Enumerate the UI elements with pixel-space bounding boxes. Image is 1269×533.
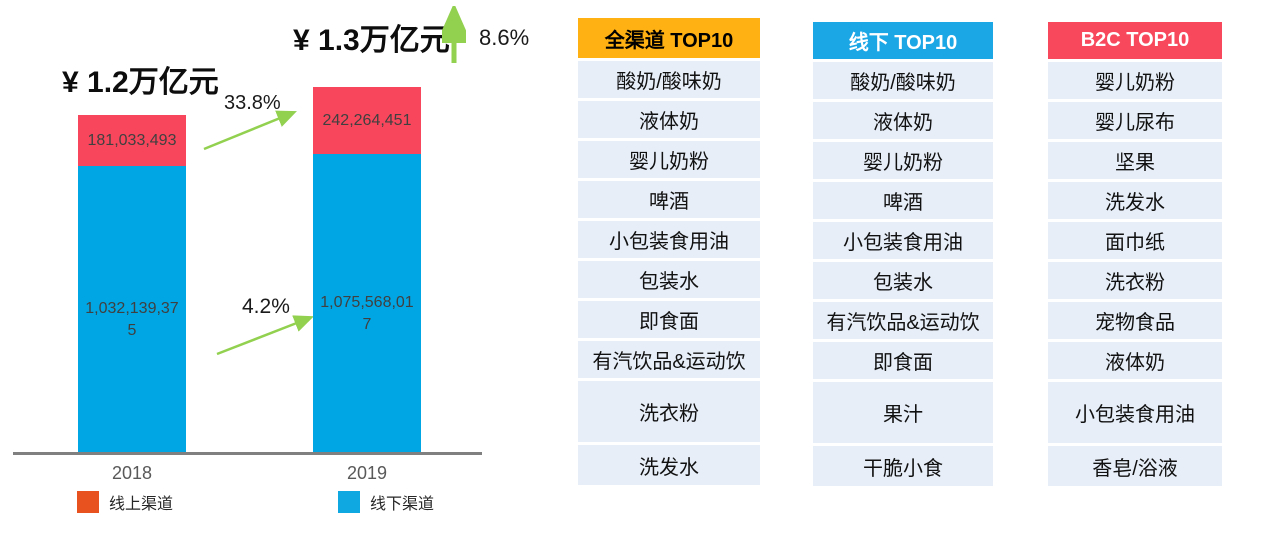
top10-header-b2c: B2C TOP10: [1048, 22, 1222, 59]
list-item: 洗发水: [1048, 182, 1222, 219]
top10-column-omni: 全渠道 TOP10 酸奶/酸味奶 液体奶 婴儿奶粉 啤酒 小包装食用油 包装水 …: [578, 18, 760, 485]
list-item: 婴儿奶粉: [1048, 62, 1222, 99]
list-item: 液体奶: [578, 101, 760, 138]
list-item: 有汽饮品&运动饮: [578, 341, 760, 378]
legend-item-online: 线上渠道: [77, 490, 173, 514]
list-item: 小包装食用油: [1048, 382, 1222, 443]
total-growth-label: 8.6%: [479, 25, 530, 50]
list-item: 香皂/浴液: [1048, 446, 1222, 486]
list-item: 即食面: [578, 301, 760, 338]
list-item: 小包装食用油: [578, 221, 760, 258]
list-item: 液体奶: [1048, 342, 1222, 379]
top10-column-b2c: B2C TOP10 婴儿奶粉 婴儿尿布 坚果 洗发水 面巾纸 洗衣粉 宠物食品 …: [1048, 18, 1222, 486]
list-item: 洗衣粉: [1048, 262, 1222, 299]
bar-value-2018-offline: 1,032,139,375: [85, 299, 179, 339]
top10-header-omni: 全渠道 TOP10: [578, 18, 760, 58]
bar-2018-offline-segment: 1,032,139,375: [78, 166, 186, 453]
list-item: 婴儿奶粉: [578, 141, 760, 178]
x-axis-line: [13, 452, 482, 455]
x-tick-2018: 2018: [111, 463, 153, 483]
bar-2019-offline-segment: 1,075,568,017: [313, 154, 421, 453]
legend-swatch-online-icon: [77, 491, 99, 513]
list-item: 果汁: [813, 382, 993, 443]
list-item: 液体奶: [813, 102, 993, 139]
list-item: 洗发水: [578, 445, 760, 485]
bar-2018-online-segment: 181,033,493: [78, 115, 186, 166]
legend-label-online: 线上渠道: [109, 496, 174, 513]
bar-2019-online-segment: 242,264,451: [313, 87, 421, 154]
x-tick-2019: 2019: [346, 463, 388, 483]
list-item: 洗衣粉: [578, 381, 760, 442]
offline-growth-arrow-icon: [216, 315, 314, 356]
bar-value-2019-offline: 1,075,568,017: [320, 293, 414, 333]
list-item: 干脆小食: [813, 446, 993, 486]
legend-item-offline: 线下渠道: [338, 490, 434, 514]
online-growth-label: 33.8%: [224, 92, 281, 114]
legend-label-offline: 线下渠道: [370, 496, 435, 513]
list-item: 即食面: [813, 342, 993, 379]
top10-column-offline: 线下 TOP10 酸奶/酸味奶 液体奶 婴儿奶粉 啤酒 小包装食用油 包装水 有…: [813, 18, 993, 486]
list-item: 酸奶/酸味奶: [813, 62, 993, 99]
list-item: 婴儿尿布: [1048, 102, 1222, 139]
list-item: 坚果: [1048, 142, 1222, 179]
list-item: 婴儿奶粉: [813, 142, 993, 179]
list-item: 包装水: [578, 261, 760, 298]
bar-value-2019-online: 242,264,451: [322, 111, 412, 129]
list-item: 酸奶/酸味奶: [578, 61, 760, 98]
list-item: 小包装食用油: [813, 222, 993, 259]
list-item: 面巾纸: [1048, 222, 1222, 259]
top10-header-offline: 线下 TOP10: [813, 22, 993, 59]
list-item: 有汽饮品&运动饮: [813, 302, 993, 339]
list-item: 包装水: [813, 262, 993, 299]
bar-value-2018-online: 181,033,493: [87, 131, 177, 149]
offline-growth-label: 4.2%: [242, 295, 290, 318]
legend-swatch-offline-icon: [338, 491, 360, 513]
total-2019-label: ¥ 1.3万亿元: [293, 24, 450, 57]
growth-up-arrow-icon: [442, 6, 466, 63]
list-item: 啤酒: [813, 182, 993, 219]
list-item: 宠物食品: [1048, 302, 1222, 339]
list-item: 啤酒: [578, 181, 760, 218]
total-2018-label: ¥ 1.2万亿元: [62, 66, 219, 99]
online-growth-arrow-icon: [203, 110, 297, 151]
